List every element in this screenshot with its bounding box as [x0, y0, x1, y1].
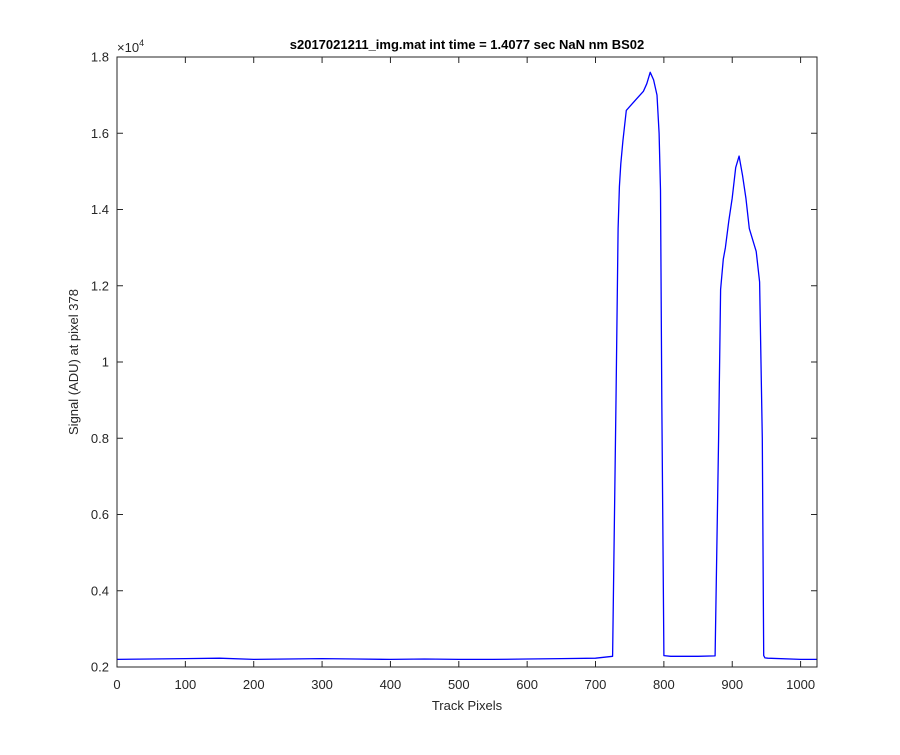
y-axis-exponent-power: 4: [139, 38, 144, 48]
x-tick-label: 800: [653, 677, 675, 692]
chart-title: s2017021211_img.mat int time = 1.4077 se…: [290, 37, 644, 52]
y-tick-label: 0.2: [91, 660, 109, 675]
x-tick-label: 1000: [786, 677, 815, 692]
y-tick-label: 1.2: [91, 278, 109, 293]
y-axis-exponent-base: ×10: [117, 40, 139, 55]
x-tick-label: 300: [311, 677, 333, 692]
y-tick-label: 0.8: [91, 431, 109, 446]
x-axis-label: Track Pixels: [432, 698, 503, 713]
x-tick-label: 400: [380, 677, 402, 692]
x-tick-label: 200: [243, 677, 265, 692]
y-axis-ticks: 0.2 0.4 0.6 0.8 1 1.2 1.4 1.6 1.8: [91, 50, 817, 675]
y-tick-label: 1.8: [91, 50, 109, 65]
x-tick-label: 500: [448, 677, 470, 692]
x-axis-ticks: 0 100 200 300 400 500 600 700 800 900 1000: [113, 57, 815, 692]
x-tick-label: 0: [113, 677, 120, 692]
y-tick-label: 1: [102, 355, 109, 370]
x-tick-label: 900: [721, 677, 743, 692]
y-tick-label: 0.6: [91, 507, 109, 522]
y-axis-label: Signal (ADU) at pixel 378: [66, 289, 81, 435]
y-tick-label: 1.4: [91, 202, 109, 217]
plot-content: [116, 71, 817, 661]
plot-area: [117, 57, 817, 667]
x-tick-label: 100: [175, 677, 197, 692]
y-tick-label: 1.6: [91, 126, 109, 141]
y-tick-label: 0.4: [91, 583, 109, 598]
x-tick-label: 600: [516, 677, 538, 692]
x-tick-label: 700: [585, 677, 607, 692]
y-axis-exponent: ×104: [117, 38, 144, 55]
series-line: [116, 71, 817, 661]
